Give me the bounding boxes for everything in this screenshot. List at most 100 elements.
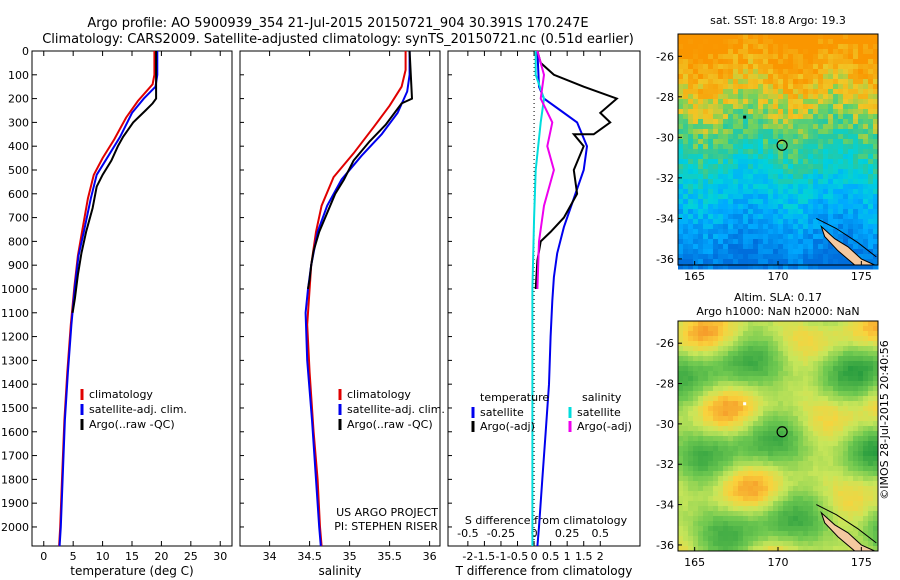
map-cell <box>833 436 839 442</box>
map-cell <box>858 421 864 427</box>
map-cell <box>778 119 784 125</box>
map-cell <box>843 124 849 130</box>
map-cell <box>768 461 774 467</box>
map-cell <box>678 39 684 45</box>
map-cell <box>873 351 879 357</box>
map-cell <box>793 541 799 547</box>
map-cell <box>713 234 719 240</box>
map-cell <box>863 461 869 467</box>
map-cell <box>873 124 879 130</box>
map-cell <box>748 59 754 65</box>
map-cell <box>723 436 729 442</box>
map-cell <box>723 321 729 327</box>
map-cell <box>763 331 769 337</box>
map-cell <box>873 184 879 190</box>
map-cell <box>873 376 879 382</box>
map-cell <box>778 214 784 220</box>
map-cell <box>738 169 744 175</box>
map-cell <box>683 431 689 437</box>
map-cell <box>873 159 879 165</box>
map-cell <box>773 34 779 40</box>
map-cell <box>788 134 794 140</box>
map-cell <box>693 219 699 225</box>
map-cell <box>738 336 744 342</box>
map-cell <box>703 169 709 175</box>
map-cell <box>803 541 809 547</box>
map-cell <box>703 99 709 105</box>
map-cell <box>798 94 804 100</box>
map-cell <box>788 361 794 367</box>
map-cell <box>713 491 719 497</box>
map-cell <box>808 496 814 502</box>
map-cell <box>708 129 714 135</box>
map-cell <box>853 421 859 427</box>
map-cell <box>728 481 734 487</box>
map-cell <box>823 526 829 532</box>
map-cell <box>833 371 839 377</box>
x-tick-label: -1.5 <box>474 550 495 563</box>
map-cell <box>678 441 684 447</box>
map-cell <box>828 59 834 65</box>
map-cell <box>773 491 779 497</box>
map-cell <box>788 456 794 462</box>
map-cell <box>758 546 764 552</box>
map-cell <box>763 336 769 342</box>
map-cell <box>713 486 719 492</box>
map-cell <box>763 521 769 527</box>
map-cell <box>713 229 719 235</box>
map-cell <box>818 214 824 220</box>
map-cell <box>848 159 854 165</box>
map-cell <box>873 94 879 100</box>
map-cell <box>753 511 759 517</box>
map-cell <box>788 159 794 165</box>
map-cell <box>728 79 734 85</box>
map-cell <box>693 59 699 65</box>
map-cell <box>713 54 719 60</box>
map-cell <box>753 164 759 170</box>
map-cell <box>708 541 714 547</box>
map-cell <box>728 386 734 392</box>
map-cell <box>788 436 794 442</box>
map-cell <box>833 214 839 220</box>
map-cell <box>873 521 879 527</box>
map-cell <box>848 481 854 487</box>
map-cell <box>768 209 774 215</box>
map-cell <box>718 119 724 125</box>
map-cell <box>683 506 689 512</box>
map-cell <box>733 471 739 477</box>
map-cell <box>853 109 859 115</box>
map-cell <box>788 89 794 95</box>
map-cell <box>768 481 774 487</box>
map-cell <box>788 179 794 185</box>
map-cell <box>713 411 719 417</box>
map-cell <box>753 346 759 352</box>
map-cell <box>733 49 739 55</box>
map-cell <box>833 491 839 497</box>
map-cell <box>758 471 764 477</box>
map-cell <box>693 129 699 135</box>
x-tick-label: 34.5 <box>297 550 322 563</box>
map-cell <box>813 244 819 250</box>
map-cell <box>718 386 724 392</box>
map-cell <box>823 69 829 75</box>
map-cell <box>778 431 784 437</box>
map-cell <box>808 179 814 185</box>
map-cell <box>793 179 799 185</box>
map-cell <box>733 104 739 110</box>
map-cell <box>748 119 754 125</box>
map-cell <box>733 134 739 140</box>
map-cell <box>853 49 859 55</box>
map-cell <box>848 386 854 392</box>
map-cell <box>688 109 694 115</box>
map-cell <box>808 481 814 487</box>
map-cell <box>733 44 739 50</box>
map-cell <box>793 421 799 427</box>
map-cell <box>843 159 849 165</box>
map-cell <box>798 149 804 155</box>
map-cell <box>688 239 694 245</box>
map-cell <box>733 501 739 507</box>
map-cell <box>818 521 824 527</box>
map-cell <box>763 491 769 497</box>
map-cell <box>718 396 724 402</box>
map-cell <box>738 461 744 467</box>
